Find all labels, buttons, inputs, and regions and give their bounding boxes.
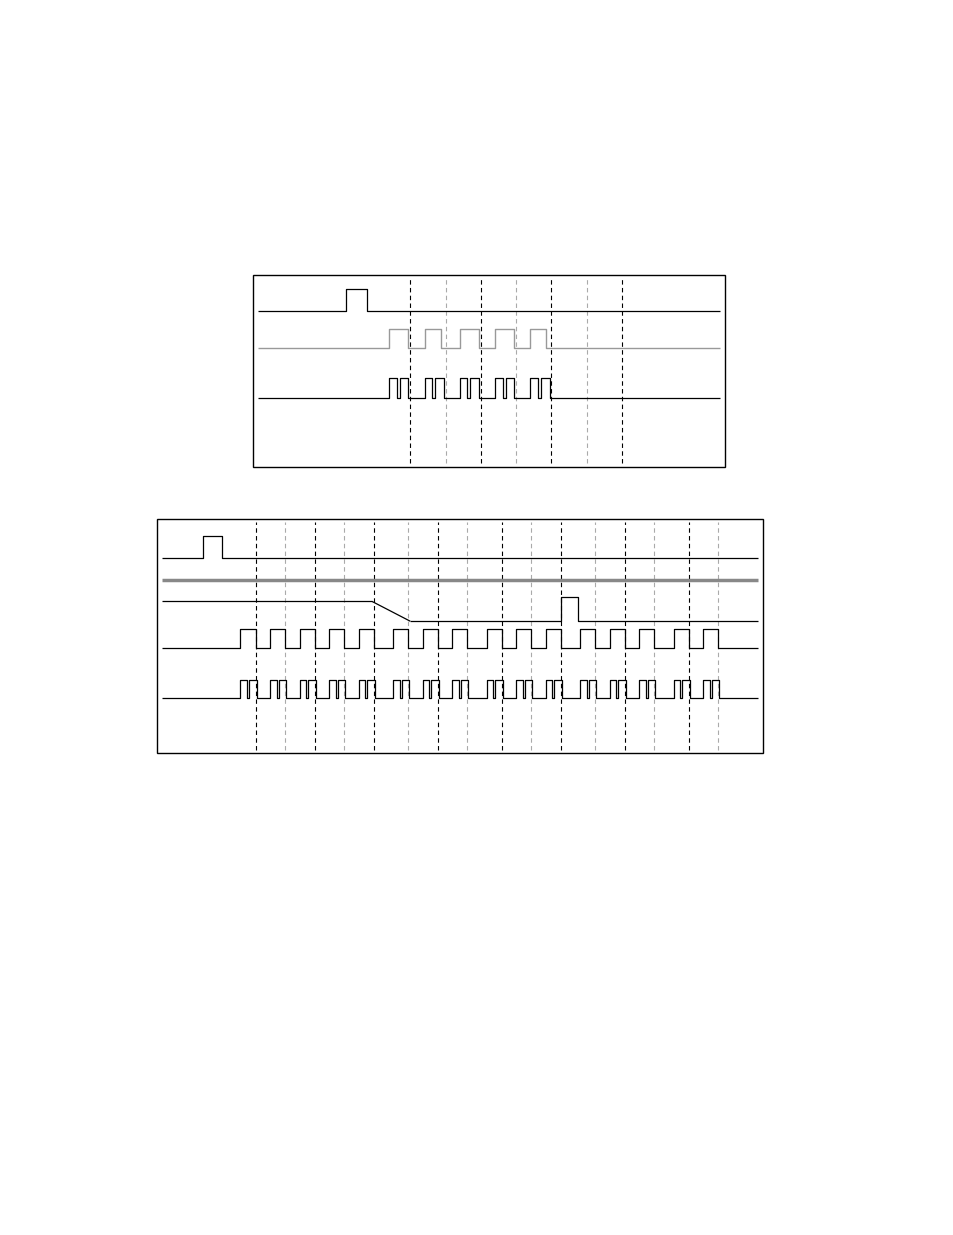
Bar [253,275,724,467]
Bar [157,519,762,753]
